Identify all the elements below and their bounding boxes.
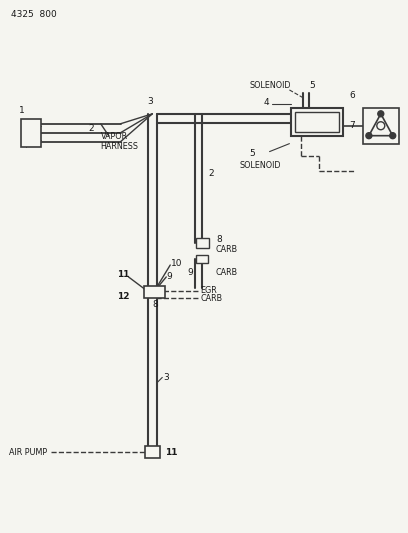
Circle shape bbox=[390, 133, 396, 139]
Text: 5: 5 bbox=[250, 149, 255, 158]
Text: 1: 1 bbox=[19, 106, 25, 115]
Circle shape bbox=[366, 133, 372, 139]
Text: SOLENOID: SOLENOID bbox=[240, 161, 281, 170]
Text: 10: 10 bbox=[171, 259, 183, 268]
Text: 2: 2 bbox=[89, 124, 94, 133]
Text: 6: 6 bbox=[349, 91, 355, 100]
Bar bbox=[363, 108, 399, 144]
Text: 3: 3 bbox=[148, 98, 153, 107]
Text: CARB: CARB bbox=[200, 294, 222, 303]
Text: 12: 12 bbox=[117, 292, 129, 301]
Text: 9: 9 bbox=[166, 272, 172, 281]
Text: 11: 11 bbox=[117, 270, 129, 279]
Bar bbox=[196, 238, 209, 248]
Bar bbox=[21, 119, 41, 147]
Text: SOLENOID: SOLENOID bbox=[250, 82, 291, 91]
Text: EGR: EGR bbox=[200, 286, 217, 295]
Text: 9: 9 bbox=[187, 269, 193, 278]
Bar bbox=[144, 286, 165, 298]
Text: 3: 3 bbox=[163, 373, 169, 382]
Text: 7: 7 bbox=[349, 121, 355, 130]
Circle shape bbox=[378, 111, 384, 117]
Text: CARB: CARB bbox=[216, 245, 238, 254]
Text: 8: 8 bbox=[216, 235, 222, 244]
Bar bbox=[196, 255, 208, 263]
Text: 8: 8 bbox=[152, 300, 158, 309]
Text: 4325  800: 4325 800 bbox=[11, 10, 57, 19]
Text: CARB: CARB bbox=[216, 269, 238, 278]
Bar bbox=[291, 108, 343, 136]
Text: 5: 5 bbox=[309, 82, 315, 91]
Text: AIR PUMP: AIR PUMP bbox=[9, 448, 47, 457]
Text: 11: 11 bbox=[165, 448, 178, 457]
Bar bbox=[145, 446, 160, 458]
Text: VAPOR
HARNESS: VAPOR HARNESS bbox=[101, 132, 139, 151]
Text: 4: 4 bbox=[264, 99, 269, 107]
Text: 2: 2 bbox=[208, 169, 214, 178]
Bar bbox=[295, 112, 339, 132]
